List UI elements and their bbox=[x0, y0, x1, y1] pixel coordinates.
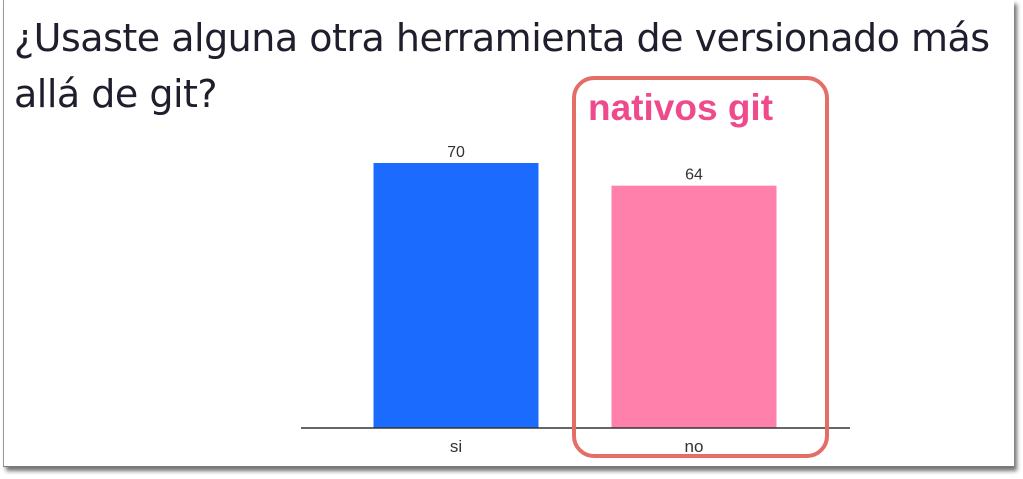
bars-layer bbox=[373, 163, 777, 428]
bar-value-label-no: 64 bbox=[685, 167, 703, 184]
bar-value-label-si: 70 bbox=[447, 144, 465, 161]
labels-layer: 70 si 64 no bbox=[447, 144, 703, 456]
slide: ¿Usaste alguna otra herramienta de versi… bbox=[3, 0, 1014, 467]
highlight-box bbox=[572, 76, 829, 458]
bar-no bbox=[611, 185, 777, 428]
slide-title: ¿Usaste alguna otra herramienta de versi… bbox=[14, 16, 990, 116]
x-tick-label-si: si bbox=[450, 437, 462, 456]
bar-si bbox=[373, 163, 539, 428]
annotation-nativos-git: nativos git bbox=[588, 87, 774, 128]
x-tick-label-no: no bbox=[685, 437, 704, 456]
bar-chart: 70 si 64 no bbox=[301, 144, 850, 456]
